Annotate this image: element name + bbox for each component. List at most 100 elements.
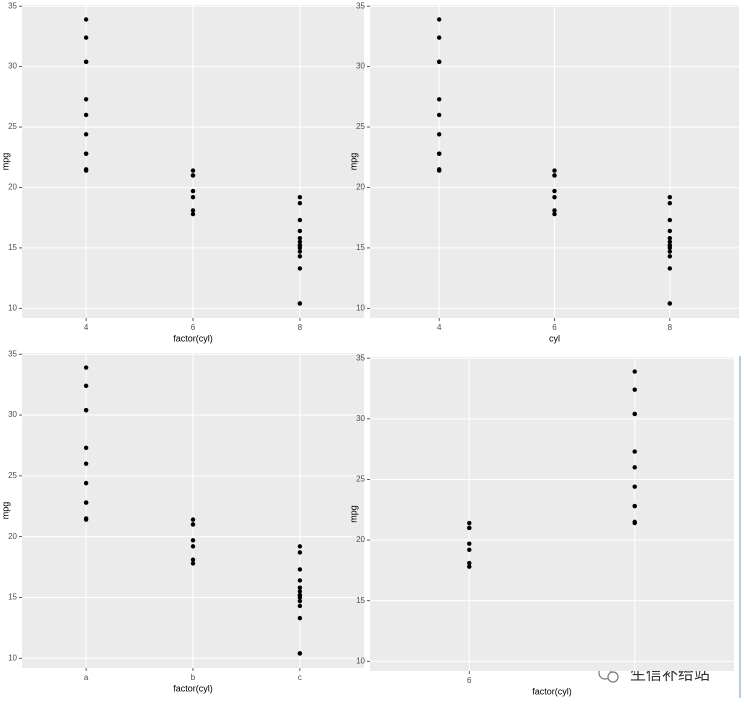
- point: [83, 112, 89, 118]
- point: [190, 168, 196, 173]
- point: [190, 208, 196, 213]
- point: [190, 517, 196, 522]
- point: [190, 544, 196, 549]
- point: [190, 522, 196, 527]
- point: [667, 301, 673, 306]
- point: [297, 200, 303, 206]
- point: [190, 194, 196, 200]
- point: [467, 525, 472, 531]
- y-axis-title: mpg: [348, 505, 358, 523]
- y-tick-label: 10: [356, 656, 365, 665]
- x-axis-title: factor(cyl): [173, 333, 213, 343]
- point: [436, 59, 442, 64]
- point: [436, 97, 442, 102]
- x-tick-label: 4: [437, 323, 442, 332]
- y-tick-label: 10: [356, 303, 365, 312]
- point: [190, 557, 196, 562]
- point: [297, 578, 303, 583]
- x-axis-title: cyl: [549, 333, 560, 343]
- point: [83, 461, 89, 466]
- point: [297, 550, 303, 555]
- x-tick-label: a: [84, 673, 89, 682]
- x-tick-label: 8: [668, 323, 673, 332]
- point: [297, 217, 303, 223]
- point: [297, 603, 303, 609]
- point: [632, 411, 637, 417]
- point: [297, 544, 303, 549]
- point: [632, 387, 637, 392]
- point: [297, 245, 303, 251]
- x-tick-label: 4: [84, 323, 89, 332]
- point: [83, 132, 89, 137]
- point: [632, 503, 637, 509]
- point: [552, 168, 557, 173]
- point: [297, 651, 303, 656]
- point: [436, 168, 442, 173]
- x-tick-label: 6: [191, 323, 196, 332]
- panel: 10 15 20 25 30 35 4 6 8 cyl mpg: [348, 1, 739, 343]
- point: [83, 35, 89, 40]
- point: [297, 239, 303, 245]
- point: [83, 445, 89, 451]
- point: [83, 500, 89, 505]
- point: [83, 17, 89, 22]
- point: [632, 449, 637, 454]
- point: [297, 236, 303, 241]
- y-tick-label: 15: [8, 243, 17, 252]
- point: [667, 228, 673, 234]
- x-axis-title: factor(cyl): [173, 683, 213, 693]
- point: [667, 236, 673, 241]
- y-tick-label: 10: [8, 303, 17, 312]
- point: [632, 484, 637, 489]
- panel: 10 15 20 25 30 35 4 6 8 factor(cyl) mpg: [0, 1, 364, 343]
- point: [190, 188, 196, 194]
- point: [190, 211, 196, 217]
- x-axis-title: factor(cyl): [532, 686, 572, 696]
- panel: 10 15 20 25 30 35 a b c factor(cyl) mpg: [0, 349, 364, 693]
- point: [667, 194, 673, 200]
- point: [467, 520, 472, 526]
- point: [632, 465, 637, 470]
- point: [297, 598, 303, 604]
- y-tick-label: 35: [356, 353, 365, 362]
- point: [297, 254, 303, 259]
- point: [297, 567, 303, 572]
- point: [667, 239, 673, 245]
- x-tick-label: 6: [552, 323, 557, 332]
- y-tick-label: 30: [356, 62, 365, 71]
- y-tick-label: 25: [8, 122, 17, 131]
- point: [83, 407, 89, 413]
- y-tick-label: 20: [8, 532, 17, 541]
- point: [552, 211, 557, 217]
- point: [83, 59, 89, 64]
- point: [667, 217, 673, 223]
- point: [436, 35, 442, 40]
- x-tick-label: c: [298, 673, 302, 682]
- y-axis-title: mpg: [0, 502, 10, 520]
- point: [632, 369, 637, 374]
- x-tick-label: b: [191, 673, 196, 682]
- point: [190, 173, 196, 178]
- y-tick-label: 15: [356, 243, 365, 252]
- point: [667, 254, 673, 259]
- point: [83, 365, 89, 370]
- point: [436, 151, 442, 156]
- point: [190, 561, 196, 566]
- point: [436, 17, 442, 22]
- point: [436, 132, 442, 137]
- y-tick-label: 35: [8, 349, 17, 358]
- y-tick-label: 25: [356, 122, 365, 131]
- y-tick-label: 30: [8, 62, 17, 71]
- point: [632, 520, 637, 526]
- watermark-icon: [607, 671, 619, 683]
- y-tick-label: 20: [356, 183, 365, 192]
- point: [297, 249, 303, 254]
- point: [467, 547, 472, 552]
- y-tick-label: 15: [356, 596, 365, 605]
- plot-background: [370, 357, 734, 671]
- point: [297, 595, 303, 600]
- point: [436, 112, 442, 118]
- point: [297, 194, 303, 200]
- y-axis-title: mpg: [348, 153, 358, 171]
- y-tick-label: 25: [356, 475, 365, 484]
